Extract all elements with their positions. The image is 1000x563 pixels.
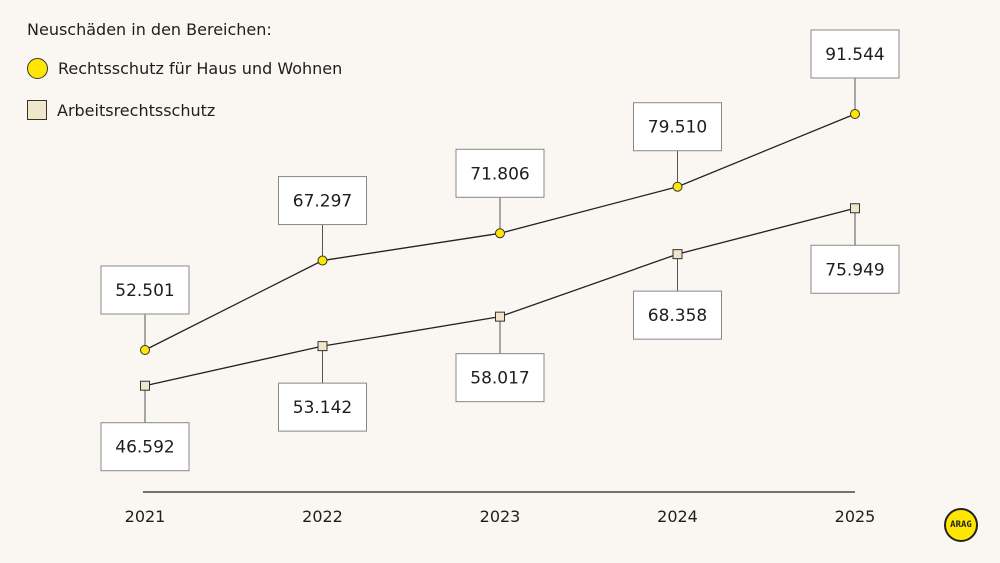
legend-item-haus-wohnen: Rechtsschutz für Haus und Wohnen [27,58,342,79]
x-tick-label: 2025 [835,507,876,526]
data-label-box [810,244,900,294]
data-point-circle [495,228,505,239]
data-label: 68.358 [648,306,707,326]
data-label-box [633,290,722,340]
data-label-box [455,148,545,198]
data-point-square [672,249,683,260]
data-label: 58.017 [470,369,529,389]
legend-label: Rechtsschutz für Haus und Wohnen [58,59,343,78]
data-label: 67.297 [293,192,352,212]
square-marker-icon [27,100,47,120]
data-label-box [633,102,722,152]
data-point-square [850,203,860,214]
data-label: 71.806 [470,164,529,184]
x-tick-label: 2023 [480,507,521,526]
x-tick-label: 2021 [125,507,166,526]
data-label: 53.142 [293,398,352,418]
data-point-square [495,311,505,322]
data-label-box [278,176,367,226]
data-label-box [278,382,367,432]
data-label-box [455,353,545,403]
data-point-circle [850,108,860,119]
data-label: 75.949 [825,260,884,280]
data-label: 91.544 [825,45,884,65]
chart-title: Neuschäden in den Bereichen: [27,20,272,39]
data-label: 79.510 [648,118,707,138]
data-label-box [810,29,900,79]
data-point-square [317,341,328,352]
circle-marker-icon [27,58,48,79]
data-label-box [100,422,190,472]
data-label: 46.592 [115,438,174,458]
arag-logo: ARAG [944,508,978,542]
data-label-box [100,265,190,315]
legend-item-arbeitsrecht: Arbeitsrechtsschutz [27,100,215,120]
data-point-circle [140,345,150,355]
data-point-circle [317,255,328,266]
legend-label: Arbeitsrechtsschutz [57,100,216,120]
x-tick-label: 2022 [302,507,343,526]
x-tick-label: 2024 [657,507,698,526]
data-label: 52.501 [115,281,174,301]
data-point-square [140,380,150,391]
data-point-circle [672,181,683,192]
